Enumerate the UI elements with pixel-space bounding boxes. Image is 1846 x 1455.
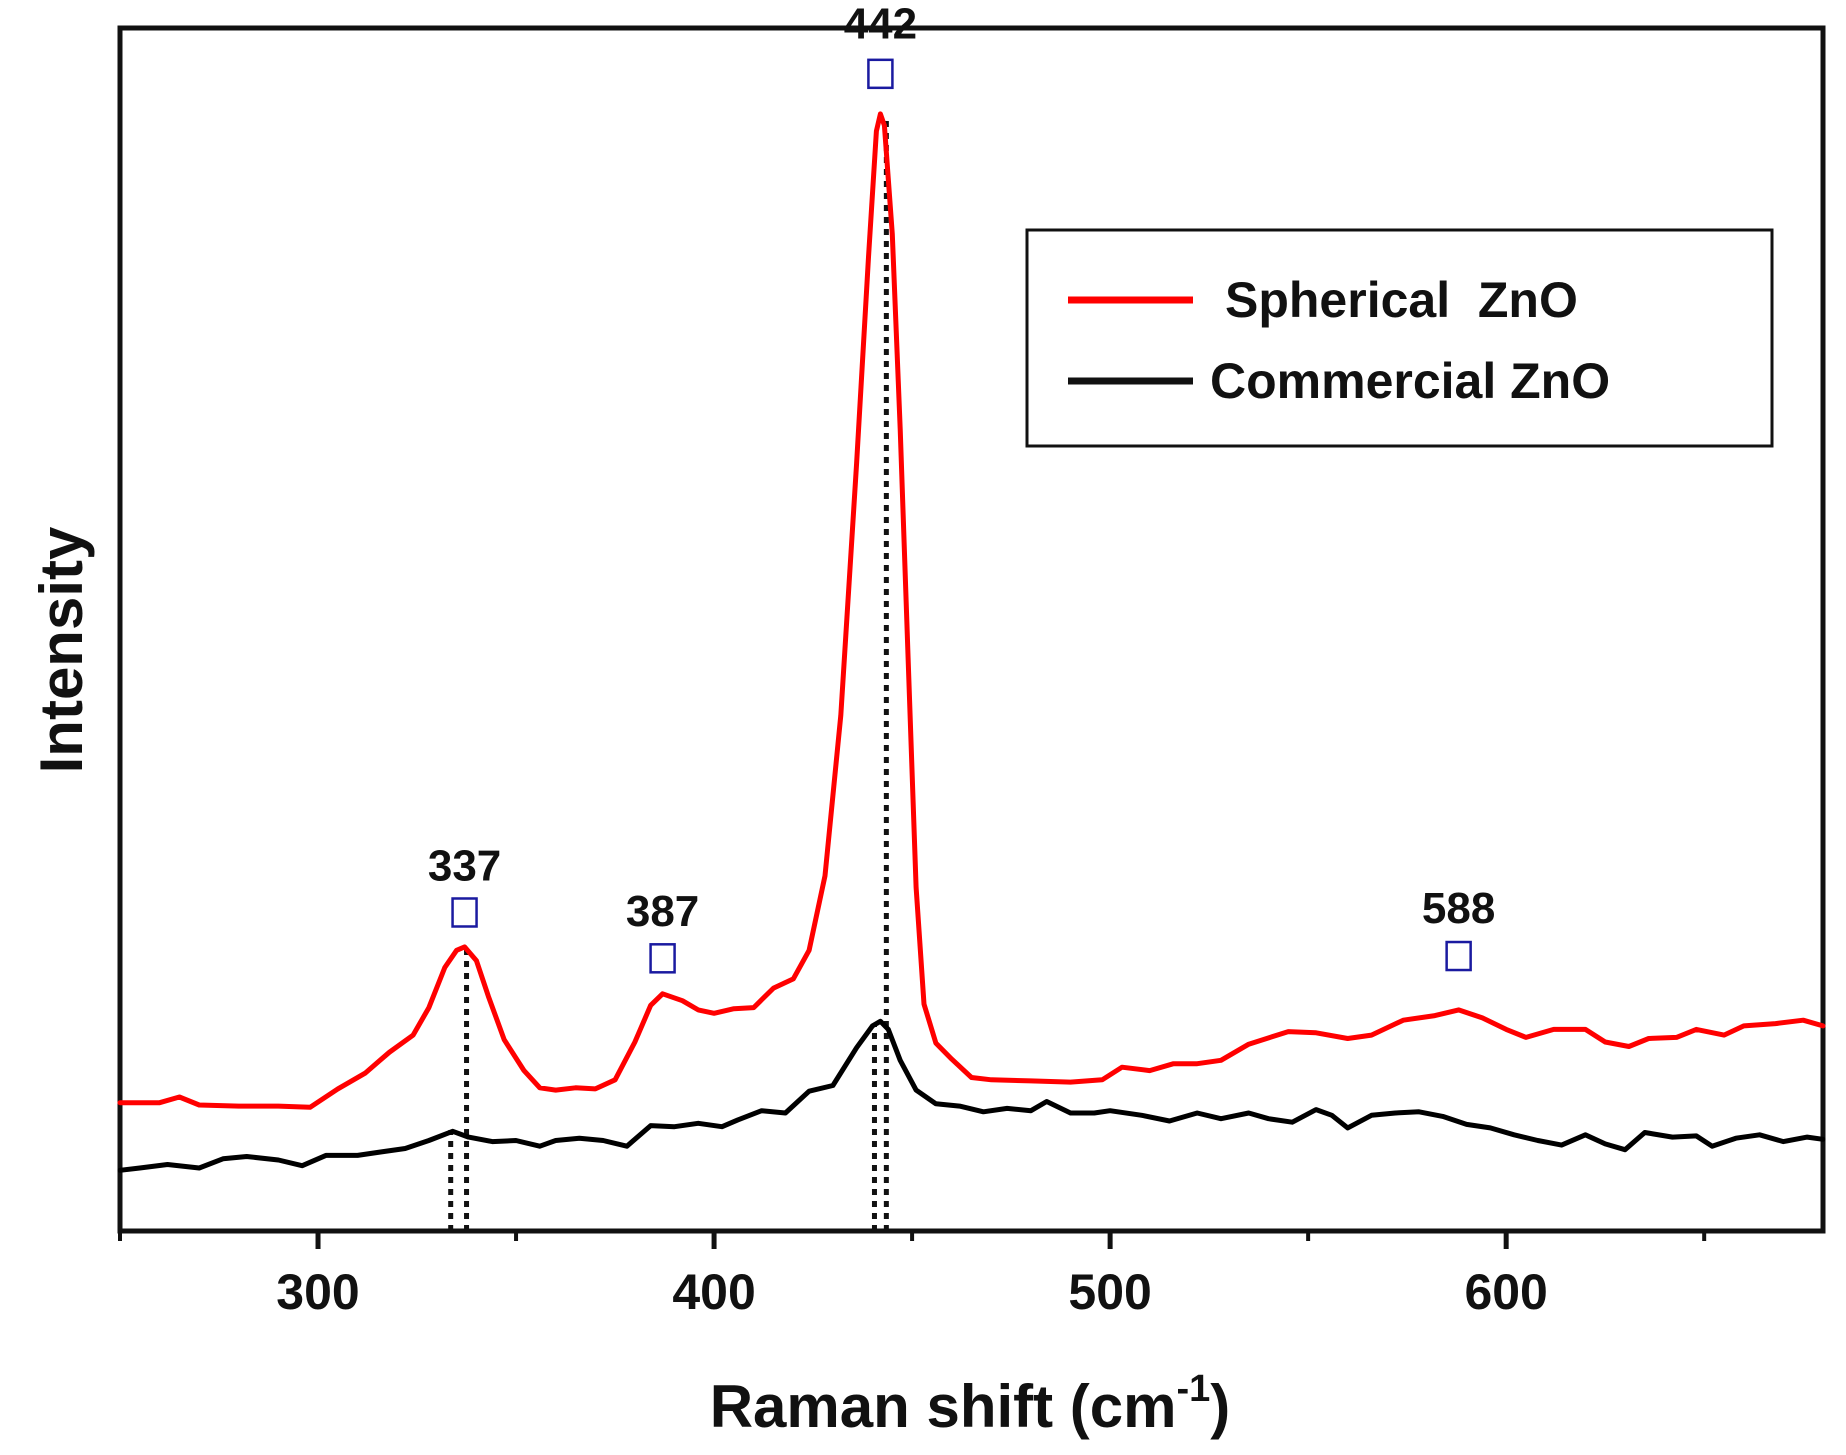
legend-box [1025,228,1774,448]
x-tick-label-2: 500 [1068,1264,1151,1320]
legend-label-spherical: Spherical ZnO [1225,272,1578,328]
peak-label-337: 337 [428,841,501,890]
plot-frame [117,25,1826,1234]
x-tick-label-1: 400 [672,1264,755,1320]
peak-label-387: 387 [626,887,699,936]
x-axis-title-end: ) [1210,1373,1230,1440]
x-axis-ticks: 300 400 500 600 [118,1231,1707,1320]
peak-marker-442 [867,58,894,90]
y-axis-title: Intensity [28,526,95,773]
series-line-0 [117,111,1826,1110]
series-line-1 [117,1018,1826,1173]
peak-markers: 337 387 442 588 [428,0,1495,974]
legend: Spherical ZnO Commercial ZnO [1025,228,1774,448]
peak-marker-588 [1445,940,1472,972]
legend-label-commercial: Commercial ZnO [1210,353,1610,409]
series-lines [117,111,1826,1173]
peak-label-588: 588 [1422,884,1495,933]
peak-guide-lines [448,116,889,1231]
peak-marker-387 [649,943,676,974]
peak-label-442: 442 [844,0,917,48]
x-tick-label-3: 600 [1464,1264,1547,1320]
x-tick-label-0: 300 [276,1264,359,1320]
peak-marker-337 [451,897,478,928]
x-axis-title: Raman shift (cm-1) [710,1368,1231,1440]
x-axis-title-sup: -1 [1176,1368,1210,1410]
x-axis-title-main: Raman shift (cm [710,1373,1177,1440]
